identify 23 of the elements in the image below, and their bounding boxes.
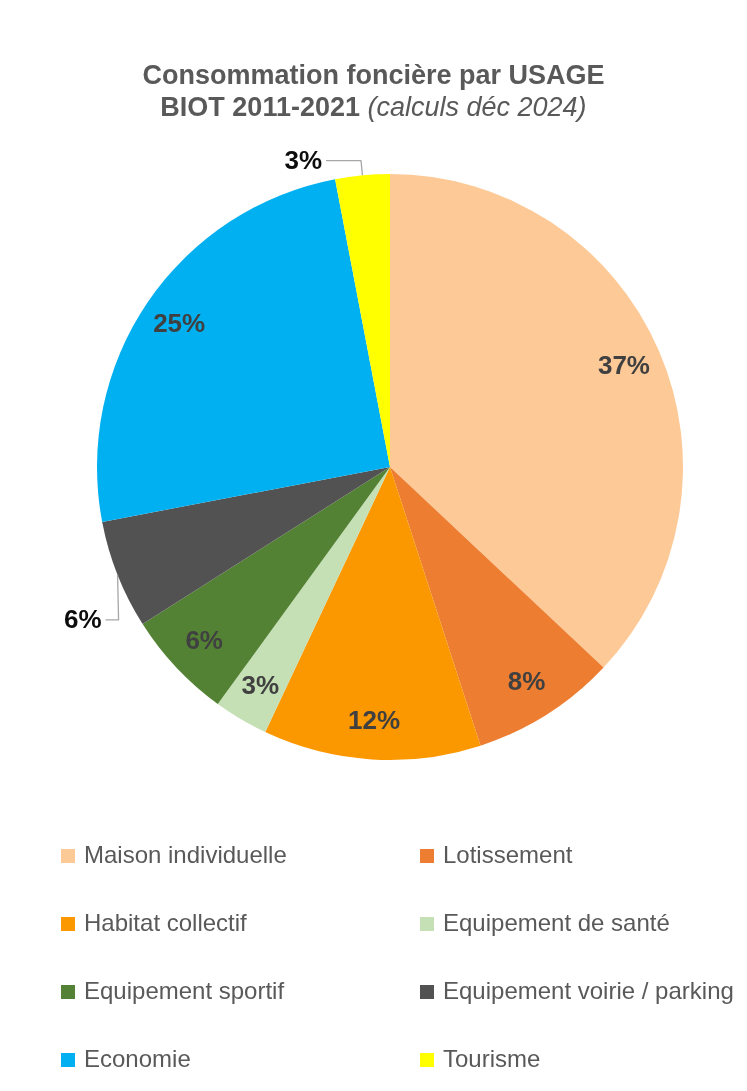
- data-label: 25%: [153, 307, 206, 338]
- legend-label: Maison individuelle: [84, 841, 287, 868]
- data-label: 37%: [597, 349, 650, 380]
- legend-label: Equipement voirie / parking: [443, 977, 734, 1004]
- legend-label: Equipement sportif: [84, 977, 285, 1004]
- legend-label: Lotissement: [443, 841, 573, 868]
- data-label: 6%: [64, 603, 102, 634]
- pie-slice: [97, 179, 390, 522]
- data-label: 12%: [347, 705, 401, 736]
- data-label: 6%: [185, 625, 223, 656]
- pie-slice: [102, 467, 390, 624]
- pie-slice: [142, 467, 390, 705]
- legend-label: Economie: [84, 1045, 191, 1072]
- pie-slice: [335, 174, 390, 467]
- legend-label: Tourisme: [443, 1045, 541, 1072]
- chart-title: Consommation foncière par USAGE: [141, 59, 606, 91]
- data-label: 3%: [241, 670, 280, 701]
- legend-label: Habitat collectif: [84, 909, 248, 936]
- chart-subtitle: BIOT 2011-2021 (calculs déc 2024): [160, 92, 587, 122]
- data-label: 3%: [284, 144, 323, 175]
- data-label: 8%: [507, 666, 546, 697]
- legend-label: Equipement de santé: [443, 909, 670, 936]
- pie-slice: [390, 174, 683, 668]
